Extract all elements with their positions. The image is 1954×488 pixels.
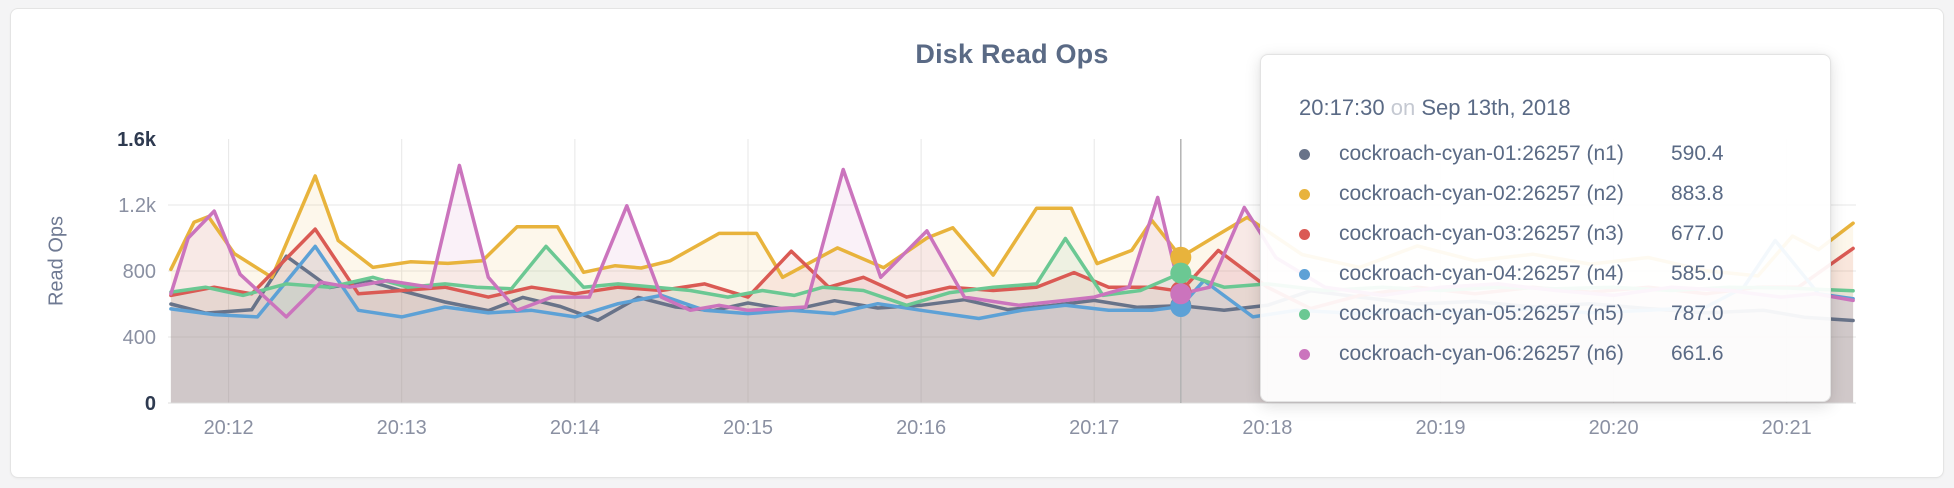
tooltip-on-text: on (1390, 95, 1416, 120)
tooltip-rows: cockroach-cyan-01:26257 (n1) 590.4 cockroa… (1299, 134, 1802, 374)
series-color-dot-icon (1299, 348, 1310, 360)
tooltip-row: cockroach-cyan-04:26257 (n4) 585.0 (1299, 254, 1802, 294)
tooltip-row: cockroach-cyan-05:26257 (n5) 787.0 (1299, 294, 1802, 334)
hover-point-n5[interactable] (1170, 262, 1192, 284)
x-axis-tick-label: 20:12 (204, 417, 254, 439)
tooltip-header: 20:17:30 on Sep 13th, 2018 (1299, 95, 1802, 121)
x-axis-tick-label: 20:17 (1069, 417, 1119, 439)
x-axis-tick-label: 20:21 (1762, 417, 1812, 439)
series-value: 585.0 (1671, 262, 1724, 285)
series-color-dot-icon (1299, 228, 1310, 240)
series-label: cockroach-cyan-04:26257 (n4) (1339, 262, 1624, 285)
hover-point-n6[interactable] (1170, 283, 1192, 305)
chart-title: Disk Read Ops (915, 39, 1109, 69)
series-color-dot-icon (1299, 188, 1310, 200)
tooltip-row: cockroach-cyan-01:26257 (n1) 590.4 (1299, 134, 1802, 174)
tooltip-row: cockroach-cyan-06:26257 (n6) 661.6 (1299, 334, 1802, 374)
series-label: cockroach-cyan-01:26257 (n1) (1339, 142, 1624, 165)
y-axis-tick-label: 1.6k (117, 129, 157, 151)
x-axis-tick-label: 20:16 (896, 417, 946, 439)
series-color-dot-icon (1299, 308, 1310, 320)
series-label: cockroach-cyan-05:26257 (n5) (1339, 302, 1624, 325)
x-axis-tick-label: 20:20 (1589, 417, 1639, 439)
tooltip-time: 20:17:30 (1299, 95, 1385, 120)
series-value: 883.8 (1671, 182, 1724, 205)
series-label: cockroach-cyan-06:26257 (n6) (1339, 342, 1624, 365)
series-label: cockroach-cyan-03:26257 (n3) (1339, 222, 1624, 245)
series-value: 677.0 (1671, 222, 1724, 245)
series-value: 787.0 (1671, 302, 1724, 325)
series-value: 661.6 (1671, 342, 1724, 365)
chart-card: Disk Read Ops Read Ops 20:12 20:13 20:14 20… (10, 8, 1944, 478)
series-value: 590.4 (1671, 142, 1724, 165)
y-axis-tick-label: 1.2k (118, 195, 157, 217)
y-axis-tick-label: 800 (123, 261, 156, 283)
series-color-dot-icon (1299, 148, 1310, 160)
x-axis-tick-label: 20:15 (723, 417, 773, 439)
y-axis-tick-label: 400 (123, 327, 156, 349)
y-axis-tick-label: 0 (145, 393, 156, 415)
tooltip-row: cockroach-cyan-03:26257 (n3) 677.0 (1299, 214, 1802, 254)
x-axis-tick-label: 20:18 (1242, 417, 1292, 439)
hover-point-n2[interactable] (1170, 246, 1192, 268)
x-axis-tick-label: 20:19 (1415, 417, 1465, 439)
chart-tooltip: 20:17:30 on Sep 13th, 2018 cockroach-cya… (1260, 54, 1831, 402)
series-color-dot-icon (1299, 268, 1310, 280)
y-axis-label: Read Ops (45, 215, 68, 307)
tooltip-date: Sep 13th, 2018 (1421, 95, 1571, 120)
x-axis-tick-label: 20:14 (550, 417, 600, 439)
tooltip-row: cockroach-cyan-02:26257 (n2) 883.8 (1299, 174, 1802, 214)
series-label: cockroach-cyan-02:26257 (n2) (1339, 182, 1624, 205)
x-axis-tick-label: 20:13 (377, 417, 427, 439)
